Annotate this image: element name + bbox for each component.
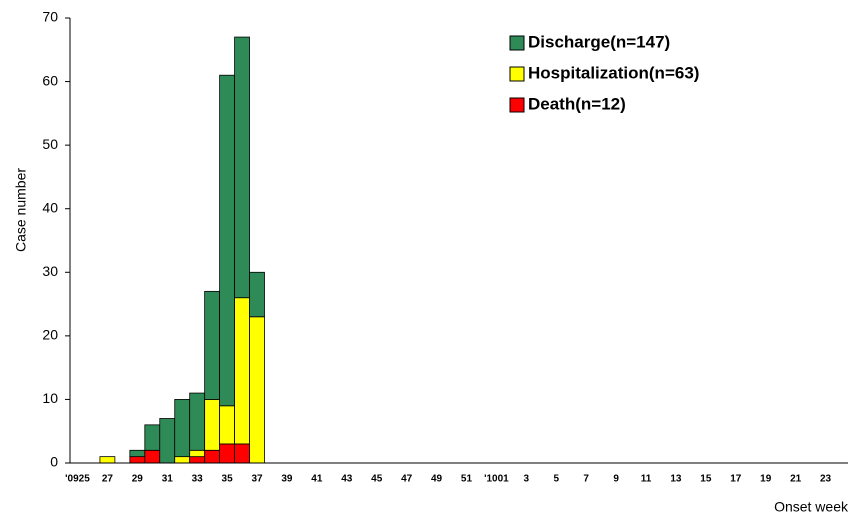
- y-tick-label: 40: [42, 199, 58, 215]
- y-tick-label: 0: [50, 454, 58, 470]
- bar-segment: [174, 399, 191, 458]
- bar-segment: [249, 271, 265, 318]
- y-tick-label: 30: [42, 263, 58, 279]
- bar-segment: [219, 443, 235, 464]
- x-tick-label: 51: [461, 474, 473, 485]
- bar-segment: [99, 456, 116, 464]
- legend-label: Discharge(n=147): [528, 32, 670, 51]
- x-tick-label: 47: [401, 474, 413, 485]
- y-tick-label: 20: [42, 327, 58, 343]
- x-tick-label: 29: [132, 474, 144, 485]
- legend-swatch: [509, 35, 525, 51]
- x-tick-label: 17: [730, 474, 742, 485]
- x-tick-label: 23: [820, 474, 832, 485]
- bar-segment: [204, 449, 221, 464]
- x-tick-label: 33: [192, 474, 204, 485]
- bar-segment: [159, 418, 176, 464]
- y-tick-label: 60: [42, 72, 58, 88]
- x-tick-label: 15: [700, 474, 712, 485]
- bar-segment: [174, 456, 191, 464]
- bar-segment: [204, 290, 221, 400]
- x-tick-label: 3: [524, 474, 530, 485]
- x-tick-label: 37: [251, 474, 263, 485]
- bar-segment: [234, 36, 250, 299]
- x-tick-label: 43: [341, 474, 353, 485]
- x-tick-label: 27: [102, 474, 114, 485]
- bar-segment: [189, 449, 206, 458]
- bar-segment: [129, 456, 146, 464]
- x-tick-label: '0925: [65, 474, 90, 485]
- x-tick-label: 5: [553, 474, 559, 485]
- x-tick-label: 9: [613, 474, 619, 485]
- legend-swatch: [509, 66, 525, 82]
- x-tick-label: 45: [371, 474, 383, 485]
- bar-segment: [249, 316, 265, 464]
- x-tick-label: 19: [760, 474, 772, 485]
- y-tick-label: 10: [42, 390, 58, 406]
- x-tick-label: 7: [583, 474, 589, 485]
- legend-label: Death(n=12): [528, 94, 626, 113]
- bar-segment: [234, 297, 250, 445]
- x-tick-label: 11: [641, 474, 652, 485]
- bar-segment: [204, 399, 221, 451]
- x-tick-label: 21: [790, 474, 802, 485]
- bar-segment: [234, 443, 250, 464]
- legend-swatch: [509, 97, 525, 113]
- y-axis-label: Case number: [13, 168, 29, 252]
- bar-segment: [144, 424, 161, 451]
- x-tick-label: 31: [162, 474, 174, 485]
- x-tick-label: 39: [281, 474, 293, 485]
- x-axis-label: Onset week: [774, 499, 849, 515]
- bar-segment: [189, 456, 206, 464]
- bar-segment: [219, 405, 235, 445]
- x-tick-label: 41: [311, 474, 323, 485]
- y-tick-label: 50: [42, 136, 58, 152]
- x-tick-label: 13: [670, 474, 682, 485]
- bar-segment: [129, 449, 146, 458]
- bar-segment: [219, 74, 235, 407]
- x-tick-label: 35: [222, 474, 234, 485]
- x-tick-label: 49: [431, 474, 443, 485]
- y-tick-label: 70: [42, 9, 58, 25]
- x-tick-label: '1001: [484, 474, 509, 485]
- bar-segment: [144, 449, 161, 464]
- legend-label: Hospitalization(n=63): [528, 63, 699, 82]
- bar-segment: [189, 392, 206, 451]
